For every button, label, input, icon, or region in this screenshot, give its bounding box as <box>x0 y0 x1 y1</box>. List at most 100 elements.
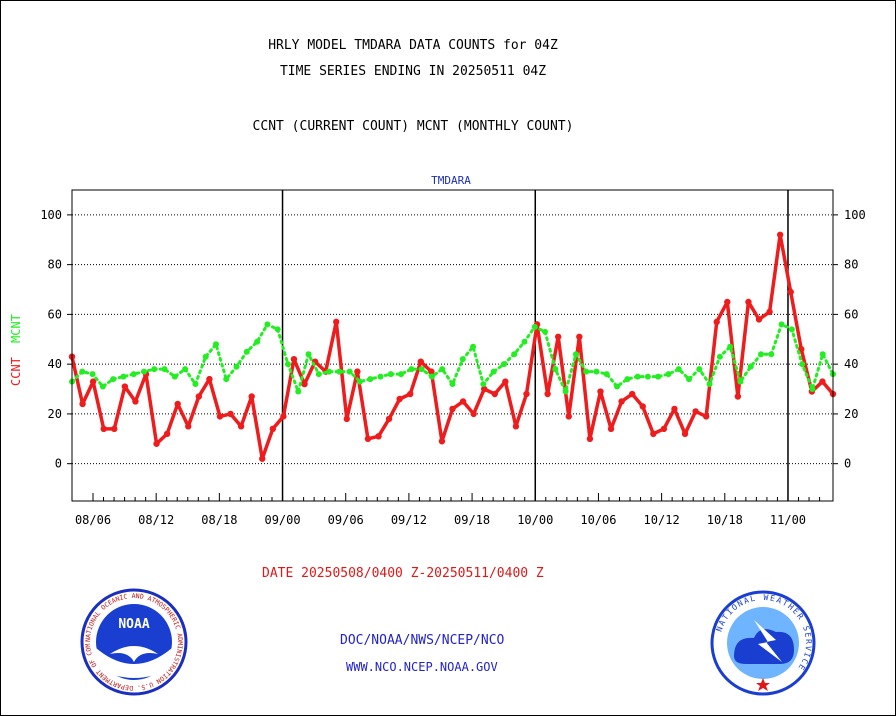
data-point-mcnt <box>120 373 127 380</box>
x-tick-label: 10/06 <box>580 513 616 527</box>
data-point-ccnt <box>565 413 572 420</box>
website-link[interactable]: WWW.NCO.NCEP.NOAA.GOV <box>346 660 498 674</box>
x-tick-label: 09/18 <box>454 513 490 527</box>
data-point-ccnt <box>174 400 181 408</box>
data-point-ccnt <box>227 410 234 418</box>
x-tick-label: 10/18 <box>707 513 743 527</box>
data-point-ccnt <box>121 383 129 390</box>
y-axis-label: CCNT MCNT <box>9 314 23 386</box>
x-axis: 08/06 08/12 08/18 09/00 09/06 09/12 09/18 10/00… <box>75 493 821 527</box>
data-point-mcnt <box>583 368 590 375</box>
data-point-ccnt <box>237 423 245 430</box>
data-point-mcnt <box>511 351 518 358</box>
data-point-mcnt <box>305 351 312 358</box>
legend-description: CCNT (CURRENT COUNT) MCNT (MONTHLY COUNT… <box>252 119 574 134</box>
data-point-mcnt <box>716 353 723 360</box>
series-group <box>68 231 837 462</box>
data-point-mcnt <box>346 368 353 375</box>
data-point-mcnt <box>603 371 610 378</box>
x-tick-label: 10/00 <box>517 513 553 527</box>
data-point-ccnt <box>523 390 530 398</box>
data-point-mcnt <box>480 381 487 388</box>
data-point-mcnt <box>727 343 734 350</box>
data-point-mcnt <box>110 376 117 383</box>
org-path-label: DOC/NOAA/NWS/NCEP/NCO <box>340 633 505 648</box>
data-point-mcnt <box>212 341 219 348</box>
y-tick-label: 60 <box>48 307 62 321</box>
data-point-ccnt <box>290 355 298 363</box>
data-point-ccnt <box>449 405 456 413</box>
data-point-mcnt <box>89 371 96 378</box>
data-point-ccnt <box>459 398 467 405</box>
data-point-ccnt <box>79 400 86 408</box>
x-tick-label: 10/12 <box>644 513 680 527</box>
data-point-mcnt <box>614 383 621 390</box>
data-point-mcnt <box>490 368 497 375</box>
data-point-ccnt <box>724 298 731 306</box>
data-point-mcnt <box>367 376 374 383</box>
data-point-mcnt <box>130 371 137 378</box>
y-axis-label-ccnt: CCNT <box>9 357 23 386</box>
data-point-ccnt <box>776 231 784 238</box>
data-point-ccnt <box>385 415 393 423</box>
data-point-ccnt <box>470 410 477 418</box>
data-point-mcnt <box>624 376 631 383</box>
data-point-ccnt <box>163 430 171 438</box>
data-point-mcnt <box>192 381 199 388</box>
data-point-ccnt <box>628 390 636 398</box>
data-point-ccnt <box>417 358 424 365</box>
data-point-ccnt <box>576 333 583 340</box>
data-point-ccnt <box>354 368 361 375</box>
data-point-mcnt <box>161 366 168 373</box>
data-point-mcnt <box>171 373 178 380</box>
data-point-mcnt <box>449 381 456 388</box>
data-point-mcnt <box>140 368 147 375</box>
data-point-ccnt <box>554 333 562 340</box>
x-tick-label: 08/06 <box>75 513 111 527</box>
data-point-mcnt <box>634 373 641 380</box>
page-title: HRLY MODEL TMDARA DATA COUNTS for 04Z <box>268 38 558 53</box>
data-point-mcnt <box>377 373 384 380</box>
data-point-mcnt <box>552 366 559 373</box>
data-point-ccnt <box>89 378 97 385</box>
data-point-ccnt <box>100 425 107 433</box>
data-point-ccnt <box>819 378 826 385</box>
y-tick-label: 40 <box>48 357 62 371</box>
data-point-mcnt <box>737 378 744 385</box>
x-tick-label: 09/12 <box>391 513 427 527</box>
chart-title: TMDARA <box>431 174 471 187</box>
data-point-mcnt <box>428 373 435 380</box>
grid-lines <box>72 214 833 465</box>
data-point-mcnt <box>315 371 322 378</box>
x-tick-label: 08/12 <box>138 513 174 527</box>
data-point-mcnt <box>706 381 713 388</box>
data-point-mcnt <box>79 368 86 375</box>
data-point-mcnt <box>326 368 333 375</box>
data-point-ccnt <box>491 390 498 398</box>
data-point-ccnt <box>544 390 551 398</box>
data-point-ccnt <box>618 398 625 405</box>
data-point-mcnt <box>295 388 302 395</box>
y-tick-label: 20 <box>844 407 858 421</box>
data-point-mcnt <box>819 351 826 358</box>
page-subtitle: TIME SERIES ENDING IN 20250511 04Z <box>279 64 547 79</box>
data-point-mcnt <box>233 363 240 370</box>
data-point-mcnt <box>254 338 261 345</box>
y-tick-label: 20 <box>48 407 62 421</box>
y-axis-left: 0 20 40 60 80 100 <box>40 208 72 471</box>
data-point-mcnt <box>644 373 651 380</box>
data-point-ccnt <box>702 413 710 420</box>
data-point-mcnt <box>182 366 189 373</box>
data-point-ccnt <box>660 425 668 433</box>
x-tick-label: 09/00 <box>264 513 300 527</box>
data-point-mcnt <box>542 328 549 335</box>
data-point-mcnt <box>99 383 106 390</box>
y-tick-label: 60 <box>844 307 858 321</box>
nws-logo: NATIONAL WEATHER SERVICE <box>710 590 816 696</box>
data-point-ccnt <box>343 415 351 423</box>
data-point-mcnt <box>264 321 271 328</box>
data-point-mcnt <box>799 361 806 368</box>
data-point-ccnt <box>713 318 720 326</box>
data-point-ccnt <box>681 430 689 438</box>
